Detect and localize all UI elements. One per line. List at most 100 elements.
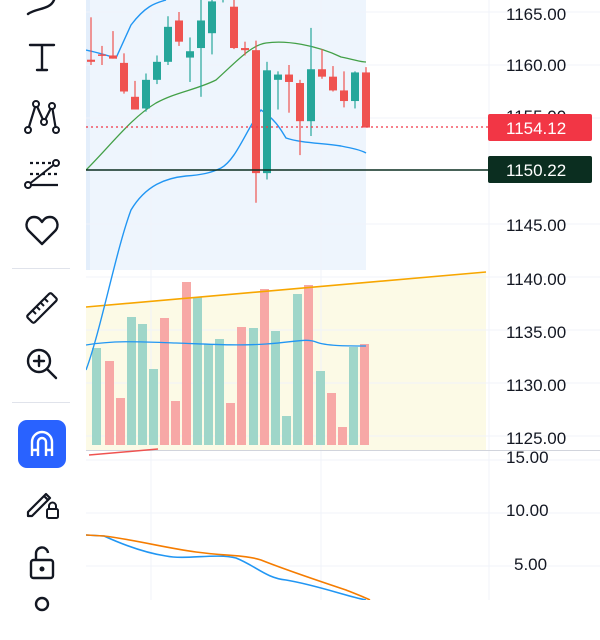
horizontal-line-badge: 1150.22 <box>488 156 592 183</box>
fib-tools-icon <box>24 159 60 189</box>
candle-body <box>164 26 172 62</box>
candle-body <box>153 61 161 80</box>
price-tick: 1125.00 <box>506 429 566 448</box>
volume-bar <box>282 416 291 445</box>
text-tool[interactable] <box>18 33 66 81</box>
horizontal-line-label: 1150.22 <box>506 161 566 180</box>
candle-body <box>131 96 139 110</box>
more-tools[interactable] <box>18 592 66 640</box>
candle-body <box>318 69 326 77</box>
indicator-tick: 10.00 <box>506 501 549 520</box>
candle-body <box>362 72 370 128</box>
magnet-icon <box>30 430 54 456</box>
fib-tool[interactable] <box>18 150 66 198</box>
grid <box>86 0 600 600</box>
price-tick: 1160.00 <box>506 56 566 75</box>
text-icon <box>28 43 56 72</box>
candle-body <box>142 79 150 109</box>
candle-body <box>87 59 95 62</box>
bollinger-basis <box>86 41 367 171</box>
volume-bar <box>149 369 158 445</box>
chart-area[interactable]: 1165.00 1160.00 1155.00 1145.00 1140.00 … <box>86 0 600 600</box>
price-tick: 1145.00 <box>506 216 566 235</box>
candle-body <box>307 69 315 122</box>
volume-bar <box>327 393 336 445</box>
lock-drawing-icon <box>26 492 59 519</box>
price-scale[interactable]: 1165.00 1160.00 1155.00 1145.00 1140.00 … <box>506 5 566 448</box>
volume-bar <box>215 339 224 445</box>
pattern-icon <box>24 100 60 134</box>
volume-bar <box>182 282 191 445</box>
oscillator-fast <box>86 534 367 600</box>
indicator-scale[interactable]: 15.00 10.00 5.00 <box>506 448 549 574</box>
lock-drawings-tool[interactable] <box>18 478 66 526</box>
volume-bar <box>138 324 147 445</box>
price-tick: 1140.00 <box>506 270 566 289</box>
more-icon <box>34 596 50 612</box>
drawing-toolbar <box>0 0 86 612</box>
volume-bar <box>293 294 302 445</box>
unlock-icon <box>29 546 55 580</box>
volume-bar <box>171 401 180 445</box>
volume-bar <box>304 285 313 445</box>
heart-icon <box>25 215 59 246</box>
volume-bar <box>271 331 280 445</box>
candle-body <box>120 62 128 92</box>
volume-bar <box>204 344 213 445</box>
trendline[interactable] <box>86 271 487 308</box>
volume-bar <box>260 289 269 445</box>
range-edge <box>86 0 90 270</box>
price-tick: 1165.00 <box>506 5 566 24</box>
volume-bars <box>92 282 369 445</box>
candle-body <box>241 48 249 51</box>
candle-body <box>351 72 359 102</box>
volume-bar <box>360 344 369 445</box>
pattern-tool[interactable] <box>18 92 66 140</box>
candles <box>87 0 370 203</box>
zoom-in-tool[interactable] <box>18 340 66 388</box>
candle-body <box>109 55 117 59</box>
current-price-label: 1154.12 <box>506 119 566 138</box>
volume-bar <box>249 328 258 445</box>
volume-ma-line <box>86 339 367 347</box>
price-tick: 1135.00 <box>506 323 566 342</box>
bollinger-upper <box>86 0 167 59</box>
toolbar-divider <box>12 268 70 269</box>
price-tick: 1130.00 <box>506 376 566 395</box>
indicator-snippet <box>88 448 159 456</box>
zoom-in-icon <box>26 348 58 380</box>
volume-bar <box>316 371 325 445</box>
brush-icon <box>26 0 56 16</box>
volume-bar <box>193 297 202 445</box>
indicator-tick: 15.00 <box>506 448 549 467</box>
unlock-tool[interactable] <box>18 538 66 586</box>
candle-body <box>285 74 293 82</box>
volume-bar <box>160 318 169 445</box>
selection-range-highlight <box>86 0 366 270</box>
volume-bar <box>338 427 347 445</box>
candle-body <box>329 76 337 91</box>
bollinger-lower <box>86 109 367 371</box>
toolbar-divider <box>12 402 70 403</box>
measure-tool[interactable] <box>18 284 66 332</box>
candle-body <box>252 50 260 174</box>
candle-body <box>274 74 282 80</box>
volume-bar <box>226 403 235 445</box>
volume-bar <box>116 398 125 445</box>
magnet-tool[interactable] <box>18 420 66 468</box>
ruler-icon <box>26 292 58 324</box>
candle-body <box>263 70 271 174</box>
favorites-tool[interactable] <box>18 206 66 254</box>
volume-bar <box>349 347 358 445</box>
candle-body <box>98 54 106 56</box>
candle-body <box>296 83 304 122</box>
candle-body <box>230 6 238 49</box>
current-price-badge: 1154.12 <box>488 114 592 141</box>
candle-body <box>340 90 348 102</box>
volume-bar <box>92 348 101 445</box>
candle-body <box>175 20 183 42</box>
candle-body <box>186 51 194 58</box>
volume-bar <box>237 327 246 445</box>
candle-body <box>197 20 205 49</box>
brush-tool[interactable] <box>18 0 66 24</box>
